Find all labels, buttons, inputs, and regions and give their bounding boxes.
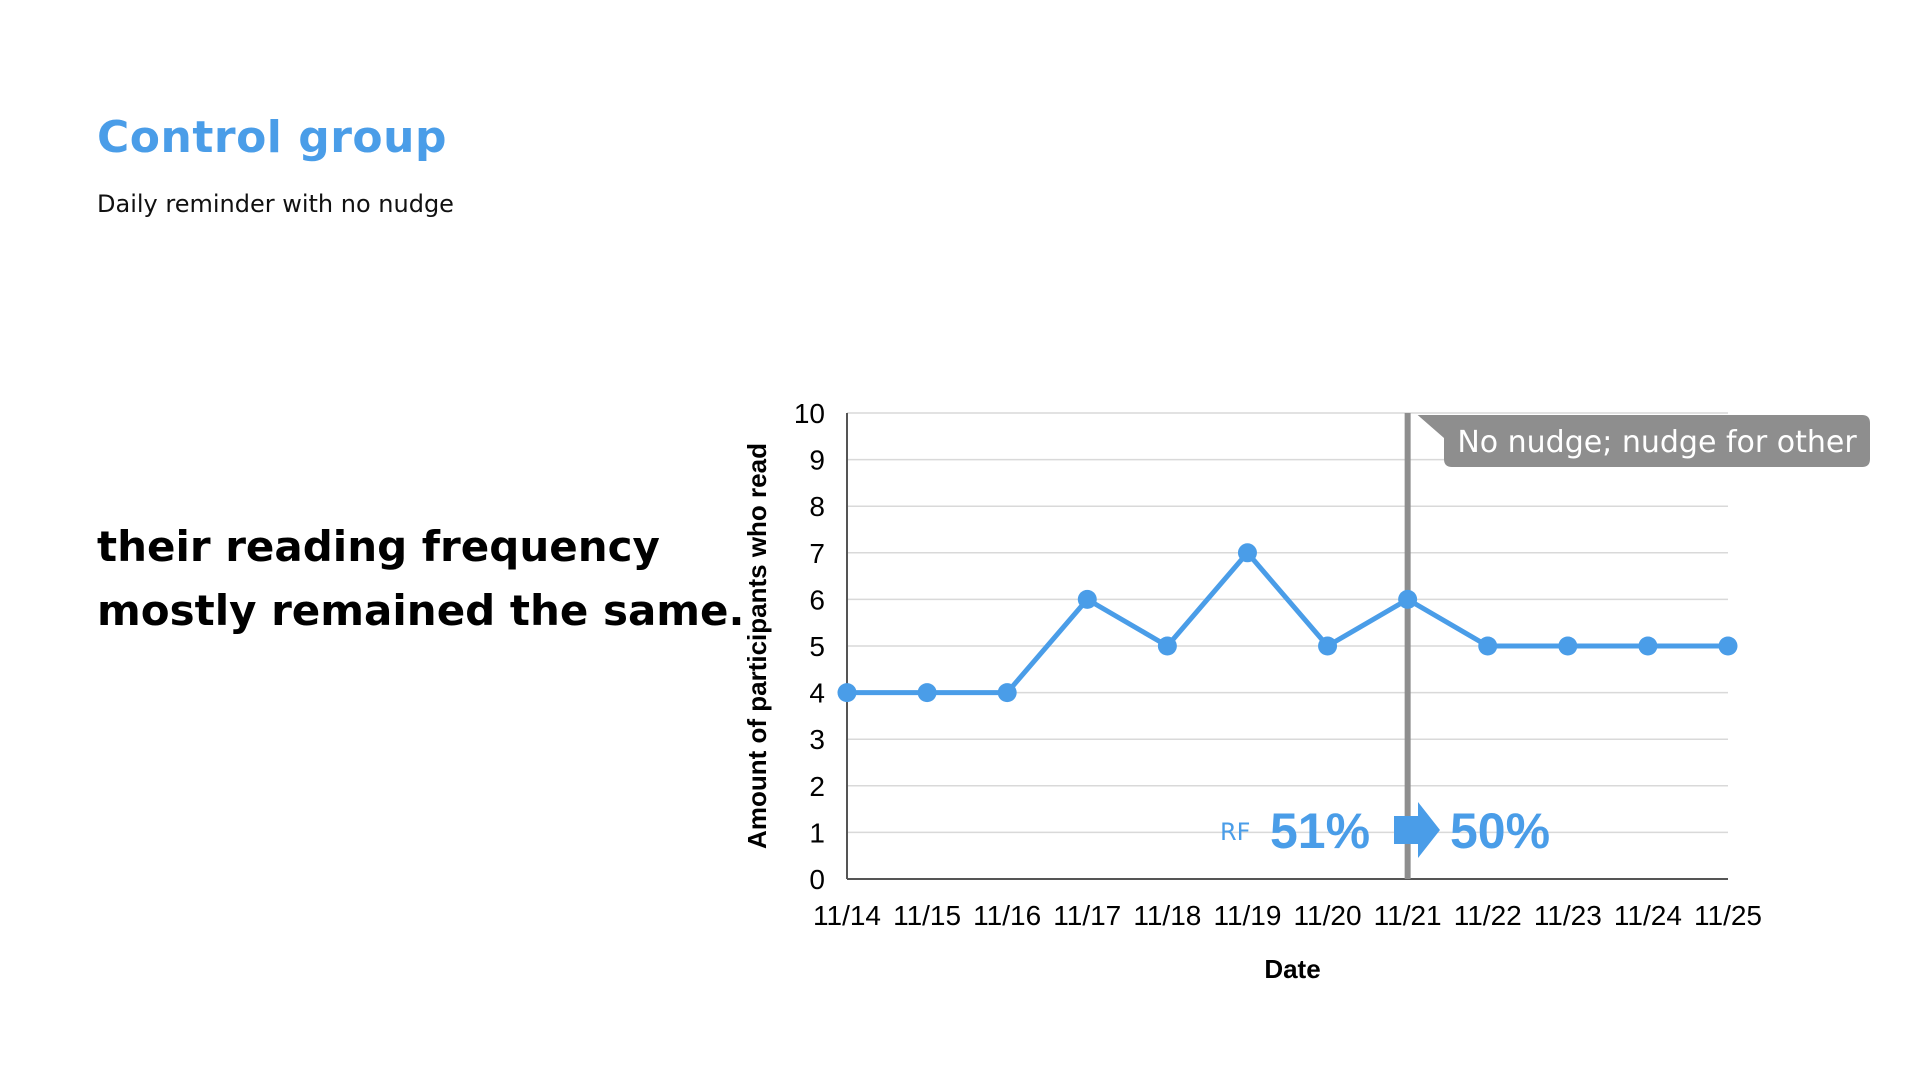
- data-point: [1398, 589, 1418, 609]
- data-point: [837, 683, 857, 703]
- statement-line-1: their reading frequency: [97, 522, 660, 571]
- x-tick-label: 11/20: [1294, 900, 1362, 931]
- x-tick-label: 11/25: [1694, 900, 1762, 931]
- rf-label: RF: [1220, 818, 1250, 846]
- x-tick-label: 11/16: [973, 900, 1041, 931]
- nudge-marker: No nudge; nudge for other: [1404, 413, 1870, 879]
- y-tick-label: 6: [809, 584, 825, 615]
- y-tick-label: 3: [809, 724, 825, 755]
- y-tick-label: 1: [809, 817, 825, 848]
- slide-title: Control group: [97, 112, 447, 163]
- slide-statement: their reading frequency mostly remained …: [97, 515, 745, 643]
- data-point: [1318, 636, 1338, 656]
- y-tick-label: 10: [794, 398, 825, 429]
- rf-after-value: 50%: [1450, 803, 1550, 859]
- data-point: [1077, 589, 1097, 609]
- x-tick-label: 11/24: [1614, 900, 1682, 931]
- data-point: [917, 683, 937, 703]
- marker-label: No nudge; nudge for other: [1457, 425, 1857, 460]
- data-point: [1718, 636, 1738, 656]
- y-tick-label: 4: [809, 678, 825, 709]
- x-tick-label: 11/15: [893, 900, 961, 931]
- rf-arrow-icon: [1394, 802, 1440, 858]
- x-tick-label: 11/17: [1053, 900, 1121, 931]
- data-point: [1478, 636, 1498, 656]
- x-tick-label: 11/21: [1374, 900, 1442, 931]
- data-point: [1237, 543, 1257, 563]
- grid-lines: [847, 412, 1728, 834]
- x-axis-title: Date: [1264, 954, 1320, 984]
- y-axis-title: Amount of participants who read: [742, 443, 772, 849]
- x-tick-label: 11/23: [1534, 900, 1602, 931]
- data-point: [997, 683, 1017, 703]
- x-tick-label: 11/19: [1213, 900, 1281, 931]
- statement-line-2: mostly remained the same.: [97, 586, 745, 635]
- y-tick-label: 0: [809, 864, 825, 895]
- data-point: [1638, 636, 1658, 656]
- series: [837, 543, 1738, 703]
- x-tick-label: 11/22: [1454, 900, 1522, 931]
- y-tick-label: 7: [809, 538, 825, 569]
- data-point: [1558, 636, 1578, 656]
- y-tick-label: 9: [809, 445, 825, 476]
- x-tick-label: 11/18: [1133, 900, 1201, 931]
- y-tick-label: 5: [809, 631, 825, 662]
- marker-flag: [1417, 415, 1870, 467]
- series-line: [847, 550, 1728, 696]
- y-tick-label: 2: [809, 771, 825, 802]
- x-tick-label: 11/14: [813, 900, 881, 931]
- axes: [846, 413, 1728, 880]
- y-tick-labels: 0 1 2 3 4 5 6 7 8 9 10: [794, 398, 825, 895]
- rf-annotation: RF 51% 50%: [1220, 802, 1550, 859]
- data-point: [1157, 636, 1177, 656]
- slide-subtitle: Daily reminder with no nudge: [97, 190, 454, 218]
- rf-before-value: 51%: [1270, 803, 1370, 859]
- y-tick-label: 8: [809, 491, 825, 522]
- x-tick-labels: 11/14 11/15 11/16 11/17 11/18 11/19 11/20 11/21…: [813, 900, 1762, 931]
